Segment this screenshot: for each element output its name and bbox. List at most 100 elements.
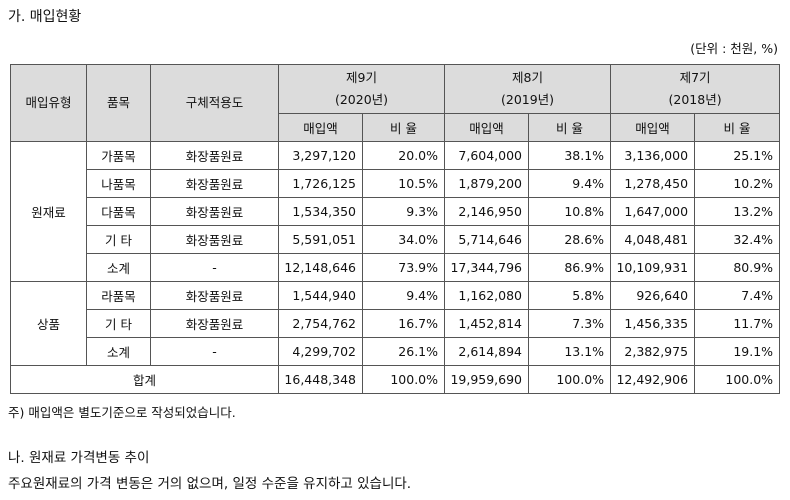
- table-row: 다품목 화장품원료 1,534,350 9.3% 2,146,950 10.8%…: [11, 197, 781, 226]
- use-cell: 화장품원료: [150, 281, 279, 310]
- amount-cell: 5,714,646: [444, 225, 530, 254]
- amount-cell: 1,278,450: [610, 169, 696, 198]
- header-amount: 매입액: [278, 113, 363, 142]
- header-ratio: 비 율: [361, 113, 446, 142]
- amount-cell: 1,456,335: [610, 309, 696, 338]
- period-year: (2019년): [500, 92, 555, 107]
- subtotal-row: 소계 - 12,148,646 73.9% 17,344,796 86.9% 1…: [11, 253, 781, 282]
- table-row: 원재료 가품목 화장품원료 3,297,120 20.0% 7,604,000 …: [10, 141, 781, 282]
- item-cell: 가품목: [86, 141, 151, 170]
- use-cell: -: [150, 253, 279, 282]
- header-amount: 매입액: [444, 113, 530, 142]
- ratio-cell: 86.9%: [528, 253, 612, 282]
- table-row: 상품 라품목 화장품원료 1,544,940 9.4% 1,162,080 5.…: [10, 281, 781, 366]
- amount-cell: 3,136,000: [610, 141, 696, 170]
- item-cell: 소계: [86, 253, 151, 282]
- ratio-cell: 10.2%: [694, 169, 781, 198]
- header-ratio: 비 율: [528, 113, 612, 142]
- unit-label: (단위 : 천원, %): [690, 41, 778, 56]
- period-year: (2020년): [334, 92, 389, 107]
- ratio-cell: 13.1%: [528, 337, 612, 366]
- amount-cell: 2,382,975: [610, 337, 696, 366]
- use-cell: -: [150, 337, 279, 366]
- amount-cell: 1,726,125: [278, 169, 363, 198]
- purchase-type-cell: 상품: [10, 281, 87, 366]
- ratio-cell: 100.0%: [528, 365, 612, 394]
- ratio-cell: 100.0%: [694, 365, 781, 394]
- amount-cell: 10,109,931: [610, 253, 696, 282]
- amount-cell: 3,297,120: [278, 141, 363, 170]
- footnote: 주) 매입액은 별도기준으로 작성되었습니다.: [8, 405, 236, 420]
- header-use: 구체적용도: [150, 64, 279, 142]
- total-label: 합계: [10, 365, 279, 394]
- header-period-7: 제7기 (2018년): [610, 64, 781, 114]
- amount-cell: 12,148,646: [278, 253, 363, 282]
- amount-cell: 19,959,690: [444, 365, 530, 394]
- ratio-cell: 13.2%: [694, 197, 781, 226]
- use-cell: 화장품원료: [150, 225, 279, 254]
- header-amount: 매입액: [610, 113, 696, 142]
- period-year: (2018년): [668, 92, 722, 107]
- header-type: 매입유형: [10, 64, 87, 142]
- use-cell: 화장품원료: [150, 309, 279, 338]
- use-cell: 화장품원료: [150, 197, 279, 226]
- ratio-cell: 10.5%: [361, 169, 446, 198]
- purchase-table: 매입유형 품목 구체적용도 제9기 (2020년) 제8기 (2019년) 제7…: [10, 64, 781, 394]
- period-label: 제9기: [346, 70, 377, 85]
- ratio-cell: 10.8%: [528, 197, 612, 226]
- ratio-cell: 28.6%: [528, 225, 612, 254]
- ratio-cell: 38.1%: [528, 141, 612, 170]
- item-cell: 기 타: [86, 309, 151, 338]
- ratio-cell: 5.8%: [528, 281, 612, 310]
- item-cell: 소계: [86, 337, 151, 366]
- ratio-cell: 9.3%: [361, 197, 446, 226]
- ratio-cell: 11.7%: [694, 309, 781, 338]
- amount-cell: 4,048,481: [610, 225, 696, 254]
- amount-cell: 12,492,906: [610, 365, 696, 394]
- ratio-cell: 20.0%: [361, 141, 446, 170]
- header-ratio: 비 율: [694, 113, 781, 142]
- ratio-cell: 73.9%: [361, 253, 446, 282]
- amount-cell: 16,448,348: [278, 365, 363, 394]
- item-cell: 나품목: [86, 169, 151, 198]
- amount-cell: 1,162,080: [444, 281, 530, 310]
- table-row: 기 타 화장품원료 2,754,762 16.7% 1,452,814 7.3%…: [11, 309, 781, 338]
- ratio-cell: 19.1%: [694, 337, 781, 366]
- ratio-cell: 7.4%: [694, 281, 781, 310]
- header-period-8: 제8기 (2019년): [444, 64, 612, 114]
- item-cell: 기 타: [86, 225, 151, 254]
- ratio-cell: 34.0%: [361, 225, 446, 254]
- ratio-cell: 32.4%: [694, 225, 781, 254]
- ratio-cell: 80.9%: [694, 253, 781, 282]
- item-cell: 다품목: [86, 197, 151, 226]
- period-label: 제7기: [679, 70, 711, 85]
- ratio-cell: 9.4%: [528, 169, 612, 198]
- table-row: 나품목 화장품원료 1,726,125 10.5% 1,879,200 9.4%…: [11, 169, 781, 198]
- ratio-cell: 100.0%: [361, 365, 446, 394]
- purchase-type-cell: 원재료: [10, 141, 87, 282]
- header-item: 품목: [86, 64, 151, 142]
- use-cell: 화장품원료: [150, 169, 279, 198]
- amount-cell: 926,640: [610, 281, 696, 310]
- amount-cell: 2,146,950: [444, 197, 530, 226]
- amount-cell: 7,604,000: [444, 141, 530, 170]
- amount-cell: 1,647,000: [610, 197, 696, 226]
- ratio-cell: 7.3%: [528, 309, 612, 338]
- amount-cell: 4,299,702: [278, 337, 363, 366]
- subtotal-row: 소계 - 4,299,702 26.1% 2,614,894 13.1% 2,3…: [11, 337, 781, 366]
- period-label: 제8기: [512, 70, 543, 85]
- amount-cell: 1,879,200: [444, 169, 530, 198]
- amount-cell: 1,452,814: [444, 309, 530, 338]
- ratio-cell: 16.7%: [361, 309, 446, 338]
- amount-cell: 17,344,796: [444, 253, 530, 282]
- item-cell: 라품목: [86, 281, 151, 310]
- ratio-cell: 25.1%: [694, 141, 781, 170]
- body-paragraph: 주요원재료의 가격 변동은 거의 없으며, 일정 수준을 유지하고 있습니다.: [8, 476, 412, 492]
- amount-cell: 1,544,940: [278, 281, 363, 310]
- total-row: 합계 16,448,348 100.0% 19,959,690 100.0% 1…: [10, 365, 781, 394]
- use-cell: 화장품원료: [150, 141, 279, 170]
- section-subheading: 나. 원재료 가격변동 추이: [8, 450, 150, 466]
- amount-cell: 2,754,762: [278, 309, 363, 338]
- header-period-9: 제9기 (2020년): [277, 64, 446, 114]
- section-heading: 가. 매입현황: [8, 9, 82, 25]
